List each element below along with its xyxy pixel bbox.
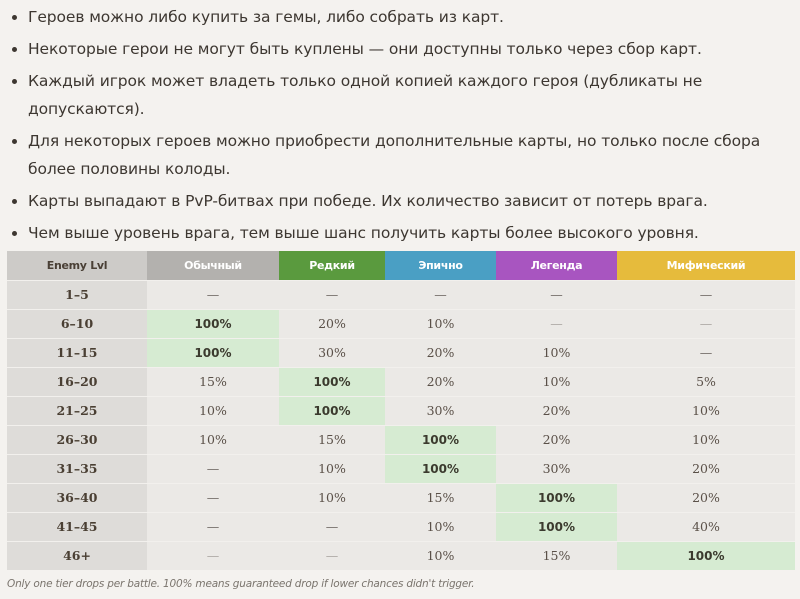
header-rare: Редкий xyxy=(279,251,385,280)
common-chance-cell: 100% xyxy=(147,337,279,367)
legendary-chance-cell: 10% xyxy=(496,366,617,396)
legendary-chance-cell: 100% xyxy=(496,511,617,541)
header-mythic: Мифический xyxy=(617,251,795,280)
epic-chance-cell: 10% xyxy=(385,511,496,541)
epic-chance-cell: 30% xyxy=(385,395,496,425)
mythic-chance-cell: 10% xyxy=(617,395,795,425)
rare-chance-cell: 10% xyxy=(279,482,385,512)
legendary-chance-cell: 15% xyxy=(496,540,617,570)
mythic-chance-cell: — xyxy=(617,337,795,367)
mythic-chance-cell: 5% xyxy=(617,366,795,396)
header-enemy-level: Enemy Lvl xyxy=(7,251,147,280)
enemy-level-cell: 16–20 xyxy=(7,366,147,396)
enemy-level-cell: 11–15 xyxy=(7,337,147,367)
table-row: 41–45— —10% 100% 40% xyxy=(7,511,795,541)
rule-item: Для некоторых героев можно приобрести до… xyxy=(10,127,795,183)
common-chance-cell: 15% xyxy=(147,366,279,396)
drop-rate-table: Enemy Lvl Обычный Редкий Эпично Легенда … xyxy=(7,251,795,570)
enemy-level-cell: 46+ xyxy=(7,540,147,570)
common-chance-cell: 100% xyxy=(147,308,279,338)
mythic-chance-cell: 20% xyxy=(617,453,795,483)
epic-chance-cell: 10% xyxy=(385,540,496,570)
table-row: 6–10 100% 20% 10% — — xyxy=(7,308,795,338)
epic-chance-cell: 20% xyxy=(385,366,496,396)
rare-chance-cell: 15% xyxy=(279,424,385,454)
rule-text: Чем выше уровень врага, тем выше шанс по… xyxy=(28,224,699,242)
table-row: 11–15 100% 30% 20% 10% — xyxy=(7,337,795,367)
legendary-chance-cell: 30% xyxy=(496,453,617,483)
rare-chance-cell: — xyxy=(279,540,385,570)
rule-item: Некоторые герои не могут быть куплены — … xyxy=(10,35,795,63)
table-row: 26–30 10% 15% 100% 20% 10% xyxy=(7,424,795,454)
table-row: 21–25 10% 100% 30% 20% 10% xyxy=(7,395,795,425)
mythic-chance-cell: 100% xyxy=(617,540,795,570)
table-row: 46+ — —10% 15% 100% xyxy=(7,540,795,570)
mythic-chance-cell: 40% xyxy=(617,511,795,541)
rule-text: Героев можно либо купить за гемы, либо с… xyxy=(28,8,504,26)
enemy-level-cell: 41–45 xyxy=(7,511,147,541)
enemy-level-cell: 1–5 xyxy=(7,279,147,309)
header-legendary: Легенда xyxy=(496,251,617,280)
rare-chance-cell: 30% xyxy=(279,337,385,367)
rules-list: Героев можно либо купить за гемы, либо с… xyxy=(10,0,795,251)
mythic-chance-cell: 20% xyxy=(617,482,795,512)
rare-chance-cell: 100% xyxy=(279,366,385,396)
common-chance-cell: — xyxy=(147,482,279,512)
rule-item: Каждый игрок может владеть только одной … xyxy=(10,67,795,123)
rare-chance-cell: — xyxy=(279,511,385,541)
legendary-chance-cell: 20% xyxy=(496,395,617,425)
rule-item: Героев можно либо купить за гемы, либо с… xyxy=(10,3,795,31)
legendary-chance-cell: — xyxy=(496,279,617,309)
enemy-level-cell: 21–25 xyxy=(7,395,147,425)
enemy-level-cell: 6–10 xyxy=(7,308,147,338)
enemy-level-cell: 26–30 xyxy=(7,424,147,454)
table-footnote: Only one tier drops per battle. 100% mea… xyxy=(7,578,475,590)
table-body: 1–5— — — — —6–10 100% 20% 10% — —11–15 100% 30% 20% 1… xyxy=(7,279,795,570)
rule-text: Некоторые герои не могут быть куплены — … xyxy=(28,40,702,58)
common-chance-cell: — xyxy=(147,279,279,309)
mythic-chance-cell: — xyxy=(617,308,795,338)
epic-chance-cell: 100% xyxy=(385,424,496,454)
legendary-chance-cell: 100% xyxy=(496,482,617,512)
rule-text-continued: допускаются). xyxy=(28,100,145,118)
common-chance-cell: — xyxy=(147,540,279,570)
epic-chance-cell: 100% xyxy=(385,453,496,483)
rule-text: Карты выпадают в PvP-битвах при победе. … xyxy=(28,192,708,210)
header-common: Обычный xyxy=(147,251,279,280)
common-chance-cell: — xyxy=(147,511,279,541)
mythic-chance-cell: 10% xyxy=(617,424,795,454)
rare-chance-cell: 10% xyxy=(279,453,385,483)
table-row: 36–40—10% 15% 100% 20% xyxy=(7,482,795,512)
table-row: 16–20 15% 100% 20% 10% 5% xyxy=(7,366,795,396)
rare-chance-cell: 100% xyxy=(279,395,385,425)
common-chance-cell: 10% xyxy=(147,424,279,454)
rare-chance-cell: — xyxy=(279,279,385,309)
epic-chance-cell: — xyxy=(385,279,496,309)
mythic-chance-cell: — xyxy=(617,279,795,309)
rare-chance-cell: 20% xyxy=(279,308,385,338)
table-row: 1–5— — — — — xyxy=(7,279,795,309)
enemy-level-cell: 31–35 xyxy=(7,453,147,483)
legendary-chance-cell: 10% xyxy=(496,337,617,367)
table-row: 31–35—10% 100% 30% 20% xyxy=(7,453,795,483)
epic-chance-cell: 10% xyxy=(385,308,496,338)
drop-rate-table-container: Enemy Lvl Обычный Редкий Эпично Легенда … xyxy=(7,251,795,570)
epic-chance-cell: 20% xyxy=(385,337,496,367)
rule-item: Чем выше уровень врага, тем выше шанс по… xyxy=(10,219,795,247)
table-header-row: Enemy Lvl Обычный Редкий Эпично Легенда … xyxy=(7,251,795,280)
common-chance-cell: — xyxy=(147,453,279,483)
enemy-level-cell: 36–40 xyxy=(7,482,147,512)
rule-text: Для некоторых героев можно приобрести до… xyxy=(28,132,761,150)
header-epic: Эпично xyxy=(385,251,496,280)
rule-item: Карты выпадают в PvP-битвах при победе. … xyxy=(10,187,795,215)
legendary-chance-cell: 20% xyxy=(496,424,617,454)
legendary-chance-cell: — xyxy=(496,308,617,338)
rule-text: Каждый игрок может владеть только одной … xyxy=(28,72,703,90)
rule-text-continued: более половины колоды. xyxy=(28,160,231,178)
common-chance-cell: 10% xyxy=(147,395,279,425)
epic-chance-cell: 15% xyxy=(385,482,496,512)
